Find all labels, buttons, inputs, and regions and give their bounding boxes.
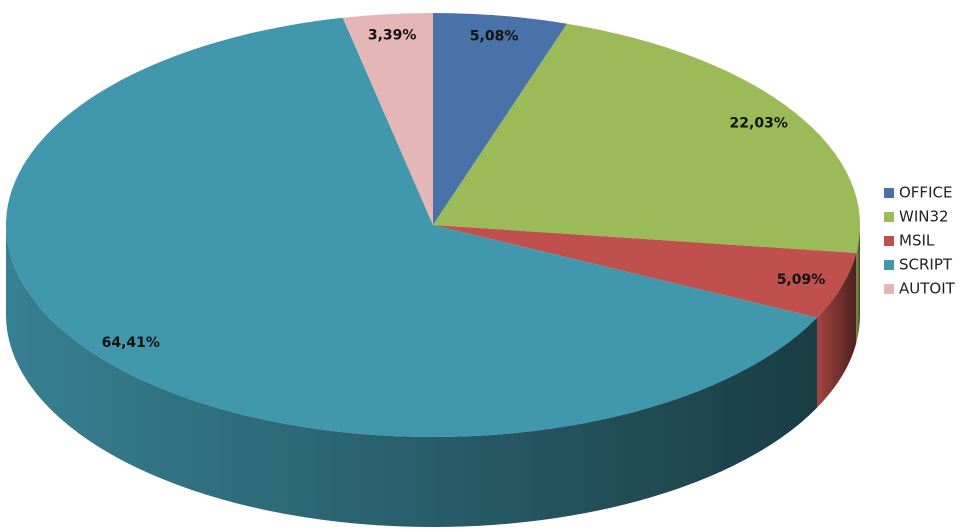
legend-label: OFFICE	[899, 184, 952, 202]
slice	[433, 225, 857, 318]
slice-side-shade	[856, 225, 860, 344]
legend-swatch	[884, 236, 894, 246]
slice	[342, 13, 433, 225]
data-label: 5,08%	[470, 29, 519, 45]
data-label: 64,41%	[102, 335, 160, 351]
legend-swatch	[884, 188, 894, 198]
legend-label: WIN32	[899, 208, 949, 226]
slice	[5, 17, 818, 438]
legend-swatch	[884, 212, 894, 222]
slice-side-shade	[6, 225, 818, 527]
legend-label: SCRIPT	[899, 256, 953, 274]
legend-label: AUTOIT	[899, 280, 956, 298]
data-label: 5,09%	[777, 272, 826, 288]
legend-label: MSIL	[899, 232, 935, 250]
legend-swatch	[884, 284, 894, 294]
data-label: 22,03%	[730, 116, 788, 132]
slice	[433, 23, 860, 254]
legend-swatch	[884, 260, 894, 270]
data-label: 3,39%	[368, 27, 417, 43]
slice-side-shade	[817, 253, 857, 408]
slice	[433, 13, 567, 225]
